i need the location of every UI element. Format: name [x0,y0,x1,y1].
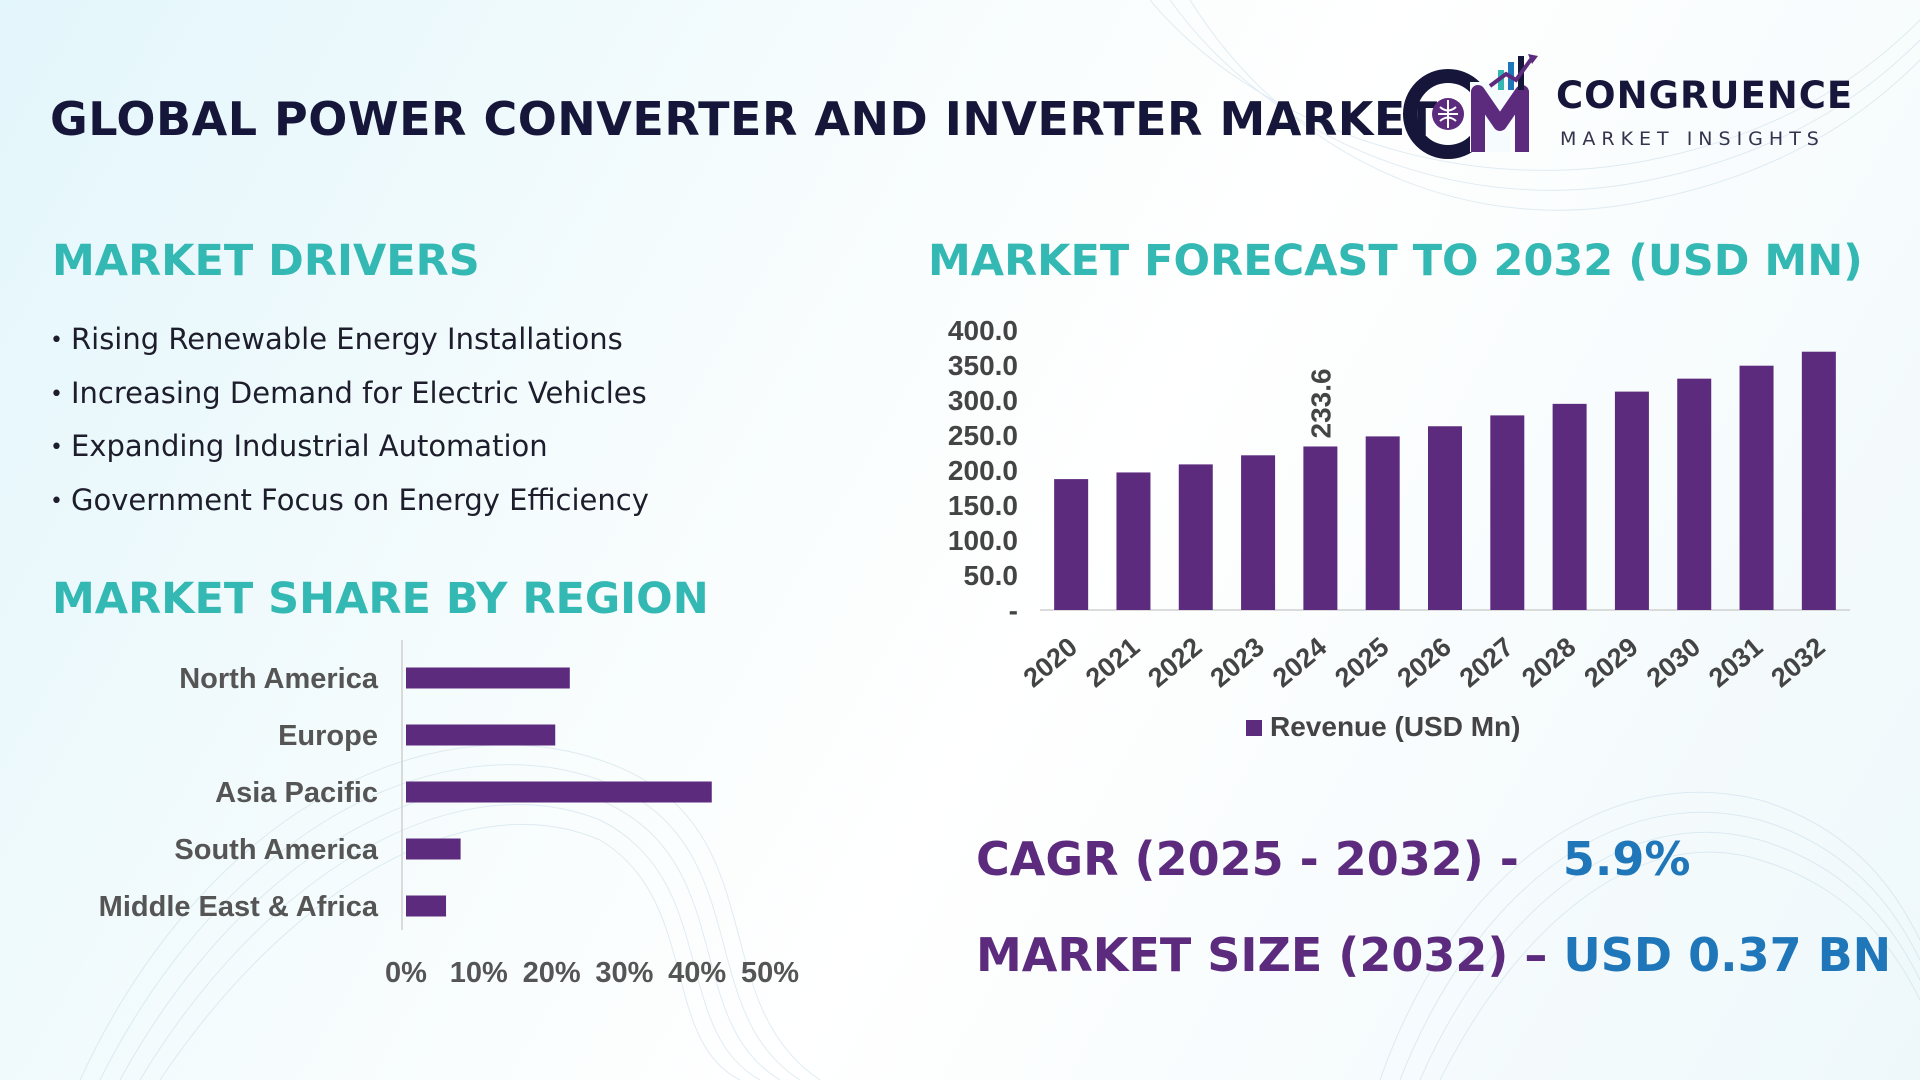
forecast-bar [1178,464,1213,610]
logo-name: CONGRUENCE [1556,74,1854,117]
region-label: North America [179,663,379,695]
forecast-title: MARKET FORECAST TO 2032 (USD MN) [928,236,1863,286]
forecast-bar [1801,351,1836,610]
forecast-bar [1490,415,1525,610]
x-tick-label: 2026 [1392,632,1457,694]
driver-item: • Government Focus on Energy Efficiency [50,482,649,517]
y-tick-label: 300.0 [948,385,1018,416]
driver-item: • Rising Renewable Energy Installations [50,322,623,356]
page-title: GLOBAL POWER CONVERTER AND INVERTER MARK… [50,92,1438,146]
region-bar [406,838,461,860]
y-tick-label: 350.0 [948,350,1018,381]
region-label: Middle East & Africa [99,891,379,923]
driver-item: • Expanding Industrial Automation [50,429,548,463]
region-label: Asia Pacific [215,777,378,809]
x-tick-label: 2020 [1018,632,1083,694]
forecast-bar [1241,455,1276,610]
forecast-bar [1116,472,1151,610]
x-tick-label: 2021 [1080,632,1145,694]
driver-item: • Increasing Demand for Electric Vehicles [50,375,647,410]
x-tick-label: 40% [668,957,726,989]
y-tick-label: 100.0 [948,525,1018,556]
y-tick-label: - [1009,595,1018,626]
x-tick-label: 10% [450,957,508,989]
y-tick-label: 150.0 [948,490,1018,521]
x-tick-label: 50% [741,957,799,989]
forecast-bar [1677,378,1712,610]
region-bar [406,667,570,689]
logo-mark-icon [1403,54,1538,159]
region-label: South America [174,834,378,866]
logo-tagline: MARKET INSIGHTS [1560,128,1825,150]
forecast-bar [1303,446,1338,610]
forecast-bar [1428,426,1462,610]
x-tick-label: 2032 [1765,632,1830,694]
forecast-bar [1552,403,1587,610]
y-tick-label: 200.0 [948,455,1018,486]
x-tick-label: 2029 [1578,632,1643,694]
cagr-label: CAGR (2025 - 2032) - [976,832,1519,886]
y-tick-label: 400.0 [948,315,1018,346]
market-size-value: USD 0.37 BN [1563,928,1892,982]
x-tick-label: 2028 [1516,632,1581,694]
x-tick-label: 2023 [1205,632,1270,694]
forecast-bar [1054,479,1089,610]
x-tick-label: 30% [595,957,653,989]
forecast-bar [1614,391,1649,610]
region-share-chart: North America Europe Asia Pacific South Ame… [99,640,799,989]
forecast-bar [1365,436,1400,610]
market-size-kpi: MARKET SIZE (2032) – USD 0.37 BN [976,928,1891,982]
y-tick-label: 50.0 [964,560,1019,591]
x-tick-label: 2022 [1142,632,1207,694]
x-tick-label: 2024 [1267,632,1332,694]
market-drivers-title: MARKET DRIVERS [52,236,480,286]
cagr-value: 5.9% [1562,832,1691,886]
region-bar [406,724,556,746]
forecast-chart: - 50.0 100.0 150.0 200.0 250.0 300.0 350.0 400.0… [948,315,1850,742]
region-bar [406,781,712,803]
company-logo: CONGRUENCE MARKET INSIGHTS [1400,52,1870,162]
drivers-list: • Rising Renewable Energy Installations •… [50,322,649,536]
market-size-label: MARKET SIZE (2032) – [976,928,1548,982]
legend-swatch [1246,720,1262,736]
bar-data-label: 233.6 [1305,368,1336,438]
forecast-bar [1739,365,1774,610]
x-tick-label: 2027 [1454,632,1519,694]
x-tick-label: 0% [385,957,427,989]
region-label: Europe [278,720,378,752]
legend-label: Revenue (USD Mn) [1270,711,1520,742]
x-tick-label: 2025 [1329,632,1394,694]
y-tick-label: 250.0 [948,420,1018,451]
cagr-kpi: CAGR (2025 - 2032) - 5.9% [976,832,1690,886]
x-tick-label: 2030 [1641,632,1706,694]
region-share-title: MARKET SHARE BY REGION [52,574,709,624]
x-tick-label: 20% [523,957,581,989]
x-tick-label: 2031 [1703,632,1768,694]
region-bar [406,895,447,917]
